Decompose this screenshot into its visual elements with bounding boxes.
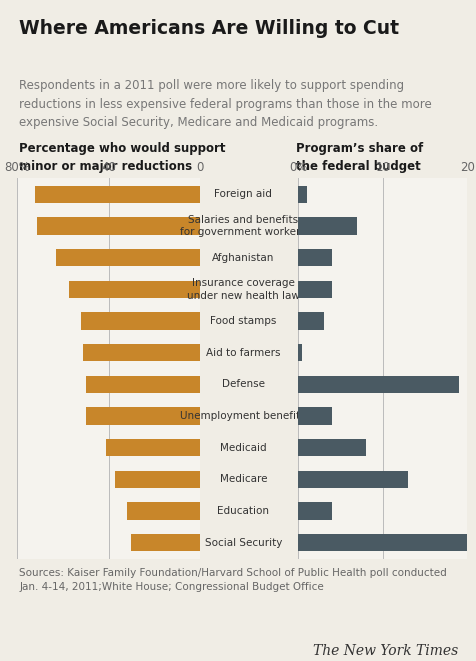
Bar: [298, 439, 365, 456]
Text: the federal budget: the federal budget: [295, 161, 420, 173]
Bar: [56, 249, 200, 266]
Text: Aid to farmers: Aid to farmers: [206, 348, 280, 358]
Text: The New York Times: The New York Times: [312, 644, 457, 658]
Bar: [298, 471, 407, 488]
Text: Foreign aid: Foreign aid: [214, 189, 272, 200]
Text: Afghanistan: Afghanistan: [212, 253, 274, 262]
Text: Salaries and benefits
for government workers: Salaries and benefits for government wor…: [180, 215, 306, 237]
Bar: [131, 534, 200, 551]
Bar: [115, 471, 200, 488]
Bar: [83, 344, 200, 362]
Bar: [298, 312, 323, 330]
Bar: [298, 281, 331, 298]
Bar: [298, 502, 331, 520]
Text: Defense: Defense: [221, 379, 264, 389]
Text: Where Americans Are Willing to Cut: Where Americans Are Willing to Cut: [19, 19, 398, 38]
Text: Food stamps: Food stamps: [209, 316, 276, 326]
Text: minor or major reductions: minor or major reductions: [19, 161, 192, 173]
Bar: [106, 439, 200, 456]
Text: Medicare: Medicare: [219, 475, 267, 485]
Bar: [298, 217, 357, 235]
Bar: [298, 186, 306, 203]
Text: Percentage who would support: Percentage who would support: [19, 142, 225, 155]
Bar: [35, 186, 200, 203]
Text: Unemployment benefits: Unemployment benefits: [180, 411, 306, 421]
Text: Respondents in a 2011 poll were more likely to support spending
reductions in le: Respondents in a 2011 poll were more lik…: [19, 79, 431, 130]
Bar: [298, 407, 331, 425]
Text: Social Security: Social Security: [204, 537, 281, 548]
Bar: [85, 407, 200, 425]
Bar: [298, 375, 458, 393]
Bar: [81, 312, 200, 330]
Text: Education: Education: [217, 506, 269, 516]
Text: Program’s share of: Program’s share of: [295, 142, 422, 155]
Bar: [85, 375, 200, 393]
Bar: [298, 249, 331, 266]
Bar: [298, 534, 466, 551]
Bar: [298, 344, 302, 362]
Bar: [127, 502, 200, 520]
Text: Medicaid: Medicaid: [219, 443, 266, 453]
Bar: [37, 217, 200, 235]
Text: Insurance coverage
under new health law: Insurance coverage under new health law: [187, 278, 299, 301]
Bar: [69, 281, 200, 298]
Text: Sources: Kaiser Family Foundation/Harvard School of Public Health poll conducted: Sources: Kaiser Family Foundation/Harvar…: [19, 568, 446, 592]
